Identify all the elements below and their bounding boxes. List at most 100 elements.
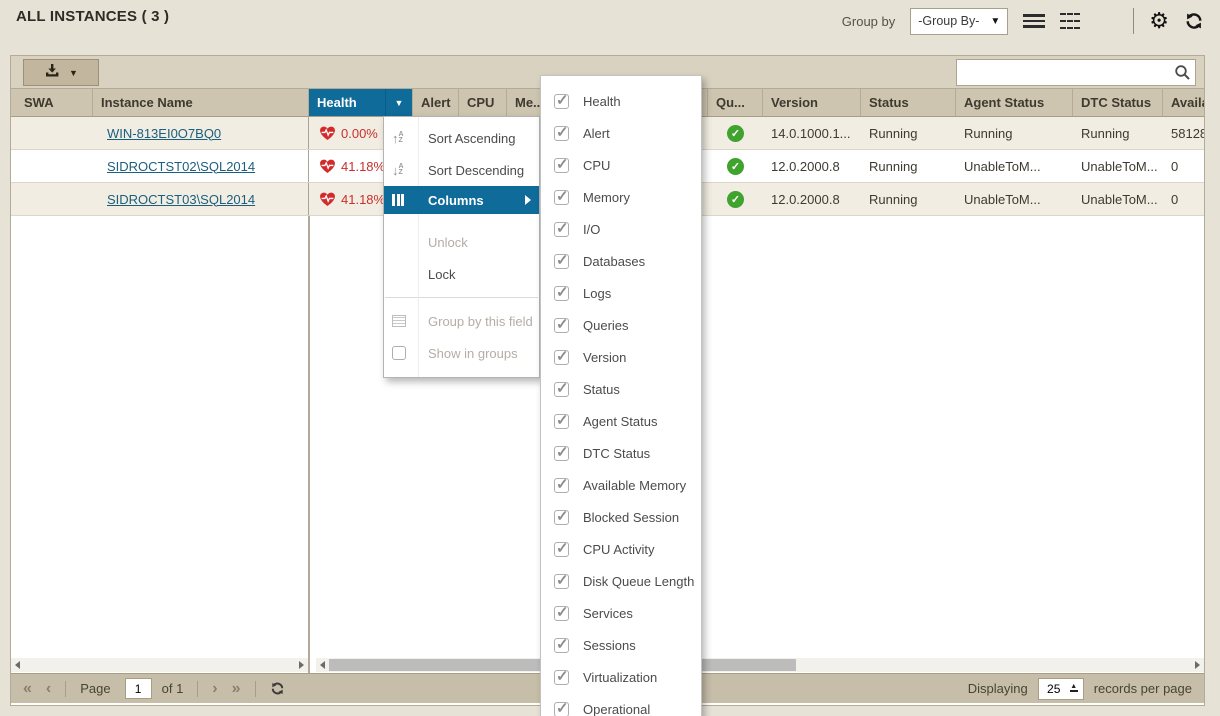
version-cell: 12.0.2000.8 [771, 191, 840, 207]
submenu-item-label: Blocked Session [583, 509, 680, 525]
last-page-button[interactable]: » [231, 679, 241, 697]
next-page-button[interactable]: › [212, 679, 218, 697]
version-cell: 12.0.2000.8 [771, 158, 840, 174]
page-title: ALL INSTANCES ( 3 ) [16, 8, 170, 25]
column-header-dtc-status[interactable]: DTC Status [1073, 89, 1163, 116]
column-header-queries[interactable]: Qu... [708, 89, 763, 116]
submenu-item-alert[interactable]: Alert [541, 117, 701, 149]
grid-view-icon[interactable] [1060, 11, 1081, 31]
submenu-item-status[interactable]: Status [541, 373, 701, 405]
submenu-item-databases[interactable]: Databases [541, 245, 701, 277]
export-button[interactable]: ▼ [23, 59, 99, 86]
first-page-button[interactable]: « [23, 679, 32, 697]
submenu-item-label: Sessions [583, 637, 636, 653]
locked-columns-scrollbar[interactable] [11, 658, 308, 672]
status-cell: Running [869, 158, 918, 174]
submenu-item-label: Agent Status [583, 413, 658, 429]
status-cell: Running [869, 125, 918, 141]
group-by-select[interactable]: -Group By- ▼ [910, 7, 1009, 35]
columns-icon [392, 194, 404, 206]
sort-ascending-icon: ↑ A Z [392, 130, 404, 146]
refresh-grid-icon[interactable] [270, 681, 285, 696]
health-cell: 41.18% [309, 192, 413, 207]
submenu-item-agent-status[interactable]: Agent Status [541, 405, 701, 437]
column-header-status[interactable]: Status [861, 89, 956, 116]
search-icon[interactable] [1169, 64, 1195, 81]
column-header-available-memory[interactable]: Availab [1171, 95, 1204, 110]
divider [254, 680, 256, 697]
column-header-agent-status[interactable]: Agent Status [956, 89, 1073, 116]
menu-item-columns[interactable]: Columns [384, 186, 539, 214]
submenu-item-blocked-session[interactable]: Blocked Session [541, 501, 701, 533]
submenu-item-label: Available Memory [583, 477, 687, 493]
menu-item-sort-descending[interactable]: ↓ A Z Sort Descending [384, 154, 539, 186]
checkbox-checked-icon [554, 571, 569, 589]
grid-toolbar: ▼ [11, 56, 1204, 89]
column-header-cpu[interactable]: CPU [459, 89, 507, 116]
page-size-box: ▲ [1037, 677, 1084, 700]
checkbox-checked-icon [554, 219, 569, 237]
submenu-item-memory[interactable]: Memory [541, 181, 701, 213]
submenu-item-label: Memory [583, 189, 630, 205]
scroll-left-arrow[interactable] [320, 661, 325, 669]
submenu-item-label: I/O [583, 221, 601, 237]
available-memory-cell: 581284 [1171, 125, 1204, 141]
column-header-health-menu-button[interactable]: ▼ [385, 89, 413, 116]
column-header-health[interactable]: Health [309, 89, 385, 116]
column-header-instance-name[interactable]: Instance Name [93, 89, 309, 116]
refresh-icon[interactable] [1184, 11, 1204, 31]
submenu-item-disk-queue-length[interactable]: Disk Queue Length [541, 565, 701, 597]
page-number-input[interactable] [124, 678, 152, 699]
search-input[interactable] [957, 60, 1169, 85]
menu-item-sort-ascending[interactable]: ↑ A Z Sort Ascending [384, 122, 539, 154]
page-size-spinner[interactable]: ▲ [1069, 683, 1078, 692]
submenu-item-label: Virtualization [583, 669, 658, 685]
scroll-right-arrow[interactable] [299, 661, 304, 669]
instance-link[interactable]: WIN-813EI0O7BQ0 [107, 125, 222, 141]
export-icon [44, 63, 60, 83]
checkbox-checked-icon [554, 475, 569, 493]
tile-view-icon[interactable] [1095, 14, 1118, 29]
column-header-swa[interactable]: SWA [11, 89, 93, 116]
instance-link[interactable]: SIDROCTST02\SQL2014 [107, 158, 256, 174]
menu-item-show-in-groups: Show in groups [384, 337, 539, 369]
submenu-item-sessions[interactable]: Sessions [541, 629, 701, 661]
column-header-alert[interactable]: Alert [413, 89, 459, 116]
scroll-left-arrow[interactable] [15, 661, 20, 669]
checkbox-checked-icon [554, 667, 569, 685]
submenu-item-services[interactable]: Services [541, 597, 701, 629]
column-header-version[interactable]: Version [763, 89, 861, 116]
previous-page-button[interactable]: ‹ [45, 679, 52, 697]
list-view-icon[interactable] [1023, 14, 1046, 28]
submenu-item-label: DTC Status [583, 445, 651, 461]
submenu-item-cpu-activity[interactable]: CPU Activity [541, 533, 701, 565]
scroll-right-arrow[interactable] [1195, 661, 1200, 669]
menu-item-lock[interactable]: Lock [384, 258, 539, 290]
page-size-input[interactable] [1042, 681, 1065, 696]
chevron-down-icon: ▼ [69, 67, 78, 78]
dtc-status-cell: UnableToM... [1081, 191, 1158, 207]
dtc-status-cell: Running [1081, 125, 1130, 141]
gear-icon[interactable]: ⚙ [1149, 8, 1169, 33]
submenu-item-label: CPU [583, 157, 611, 173]
submenu-item-version[interactable]: Version [541, 341, 701, 373]
submenu-item-io[interactable]: I/O [541, 213, 701, 245]
checkbox-unchecked-icon [392, 346, 406, 360]
divider [1133, 8, 1135, 34]
submenu-item-health[interactable]: Health [541, 85, 701, 117]
submenu-item-virtualization[interactable]: Virtualization [541, 661, 701, 693]
submenu-item-cpu[interactable]: CPU [541, 149, 701, 181]
instance-link[interactable]: SIDROCTST03\SQL2014 [107, 191, 256, 207]
checkbox-checked-icon [554, 347, 569, 365]
submenu-item-operational[interactable]: Operational [541, 693, 701, 716]
available-memory-cell: 0 [1171, 158, 1179, 174]
submenu-item-dtc-status[interactable]: DTC Status [541, 437, 701, 469]
main-columns-scrollbar[interactable] [316, 658, 1204, 672]
queries-cell: ✓ [708, 157, 763, 175]
submenu-item-queries[interactable]: Queries [541, 309, 701, 341]
submenu-item-logs[interactable]: Logs [541, 277, 701, 309]
checkbox-checked-icon [554, 91, 569, 109]
menu-icon-gutter [418, 117, 419, 377]
submenu-item-available-memory[interactable]: Available Memory [541, 469, 701, 501]
